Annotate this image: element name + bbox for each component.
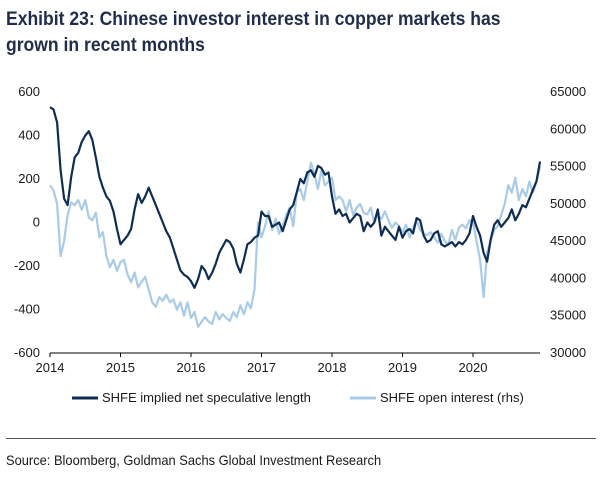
chart-title: Exhibit 23: Chinese investor interest in… — [6, 8, 501, 56]
legend-label: SHFE implied net speculative length — [102, 390, 311, 405]
x-axis-tick-label: 2015 — [106, 360, 135, 375]
series-line-open-interest — [49, 161, 542, 328]
x-axis-tick-label: 2016 — [177, 360, 206, 375]
right-axis-tick-label: 45000 — [550, 233, 586, 248]
left-axis-tick-label: -600 — [14, 345, 40, 360]
legend-label: SHFE open interest (rhs) — [380, 390, 524, 405]
left-axis-tick-label: 600 — [18, 84, 40, 99]
x-axis-tick-label: 2014 — [36, 360, 65, 375]
left-axis-tick-label: -200 — [14, 258, 40, 273]
source-divider — [6, 438, 596, 439]
right-axis-tick-label: 55000 — [550, 159, 586, 174]
source-note: Source: Bloomberg, Goldman Sachs Global … — [6, 452, 382, 468]
x-axis-tick-label: 2019 — [388, 360, 417, 375]
right-axis-tick-label: 65000 — [550, 84, 586, 99]
x-axis-tick-label: 2017 — [247, 360, 276, 375]
series-line-net-speculative-length — [49, 106, 542, 289]
left-axis-tick-label: -400 — [14, 302, 40, 317]
right-axis-tick-label: 50000 — [550, 196, 586, 211]
right-axis-tick-label: 40000 — [550, 270, 586, 285]
right-axis-tick-label: 35000 — [550, 308, 586, 323]
left-axis-tick-label: 400 — [18, 128, 40, 143]
x-axis-tick-label: 2020 — [459, 360, 488, 375]
right-axis-tick-label: 30000 — [550, 345, 586, 360]
left-axis-tick-label: 0 — [33, 215, 40, 230]
left-axis-tick-label: 200 — [18, 171, 40, 186]
x-axis-tick-label: 2018 — [318, 360, 347, 375]
right-axis-tick-label: 60000 — [550, 121, 586, 136]
